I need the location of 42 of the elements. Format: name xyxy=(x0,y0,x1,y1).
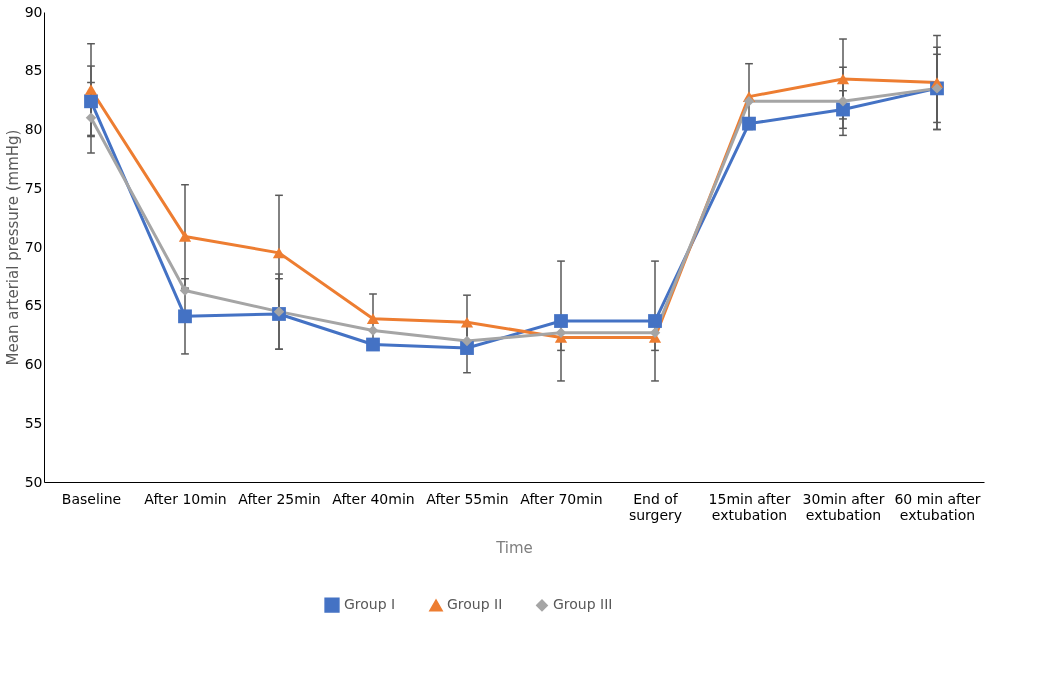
x-tick-label: 60 min after extubation xyxy=(894,490,981,523)
x-tick-label: After 70min xyxy=(520,490,603,507)
point xyxy=(743,96,755,107)
point xyxy=(648,314,662,328)
point xyxy=(85,112,97,123)
x-tick-label: After 40min xyxy=(332,490,415,507)
x-axis-title: Time xyxy=(495,538,533,557)
y-tick-label: 65 xyxy=(24,297,43,314)
x-tick-label: 30min after extubation xyxy=(802,490,885,523)
y-tick-label: 85 xyxy=(24,62,43,79)
point xyxy=(460,316,474,328)
legend-label: Group II xyxy=(447,596,503,613)
x-tick-label: Baseline xyxy=(61,490,122,507)
y-tick-label: 70 xyxy=(24,238,43,255)
x-tick-label: After 55min xyxy=(426,490,509,507)
point xyxy=(366,313,380,324)
point xyxy=(366,337,380,352)
point xyxy=(272,247,286,259)
y-tick-label: 90 xyxy=(24,3,43,20)
x-tick-label: End of surgery xyxy=(628,490,683,523)
point xyxy=(84,84,98,95)
y-tick-label: 80 xyxy=(24,121,43,137)
x-tick-label: After 25min xyxy=(238,490,321,507)
y-tick-label: 75 xyxy=(24,179,43,196)
legend-label: Group I xyxy=(344,596,396,613)
point xyxy=(461,335,473,347)
point xyxy=(836,73,850,85)
y-tick-label: 55 xyxy=(24,414,43,431)
legend-label: Group III xyxy=(553,596,613,613)
point xyxy=(554,314,568,328)
x-tick-label: 15min after extubation xyxy=(708,490,791,523)
point xyxy=(367,325,379,336)
point xyxy=(178,231,192,242)
point xyxy=(273,306,285,317)
y-tick-label: 60 xyxy=(24,356,43,372)
x-tick-label: After 10min xyxy=(144,490,227,507)
y-tick-label: 50 xyxy=(24,473,43,490)
point xyxy=(178,309,192,324)
point xyxy=(179,285,191,296)
y-axis-title: Mean arterial pressure (mmHg) xyxy=(3,129,22,366)
point xyxy=(742,116,756,131)
point xyxy=(84,94,98,109)
